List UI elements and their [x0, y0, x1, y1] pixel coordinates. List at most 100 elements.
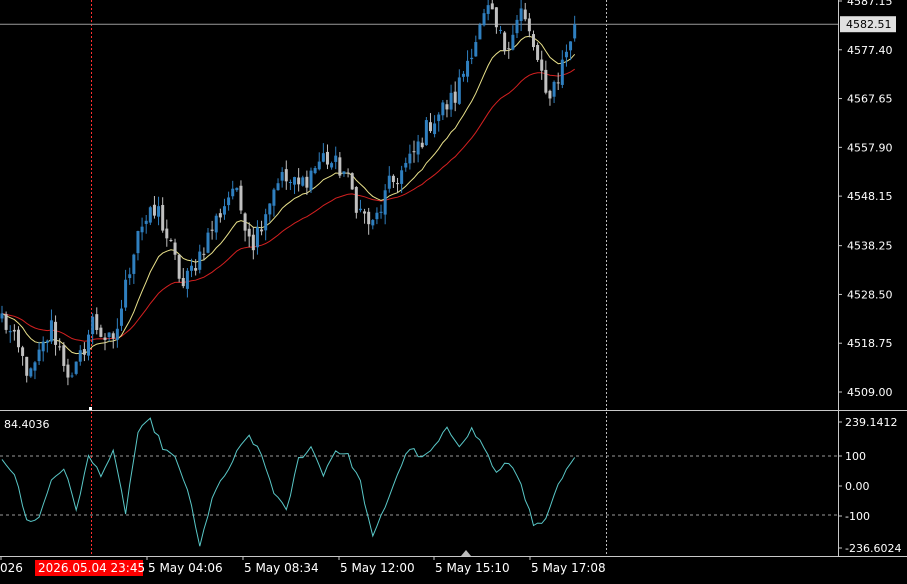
- candle-body: [416, 141, 420, 155]
- price-axis-label: 4548.15: [847, 190, 893, 203]
- candle-body: [445, 104, 449, 110]
- candle-body: [527, 18, 531, 32]
- candle-body: [400, 170, 404, 184]
- cci-axis-label: 100: [845, 450, 866, 463]
- candle-body: [247, 228, 251, 237]
- candle-body: [157, 206, 161, 217]
- candle-body: [49, 320, 53, 342]
- candle-body: [396, 183, 400, 185]
- candle-body: [107, 332, 111, 338]
- candle-body: [573, 24, 577, 39]
- candle-body: [375, 212, 379, 220]
- candle-body: [185, 270, 189, 289]
- cci-axis-label: -236.6024: [845, 542, 901, 555]
- candle-body: [103, 337, 107, 340]
- cci-axis-label: -100: [845, 510, 870, 523]
- time-axis-label: 5 May 17:08: [531, 561, 606, 575]
- candle-body: [569, 41, 573, 51]
- price-axis-label: 4518.75: [847, 337, 893, 350]
- candle-body: [152, 204, 156, 216]
- candle-body: [87, 334, 91, 356]
- candle-body: [387, 175, 391, 189]
- candle-body: [564, 51, 568, 58]
- candle-body: [214, 215, 218, 233]
- candle-body: [227, 197, 231, 206]
- candle-body: [124, 279, 128, 308]
- candle-body: [499, 29, 503, 31]
- candle-body: [161, 204, 165, 231]
- candle-body: [515, 19, 519, 34]
- candle-body: [346, 172, 350, 174]
- cci-axis-label: 0.00: [845, 480, 870, 493]
- price-axis-label: 4557.90: [847, 141, 893, 154]
- candle-body: [379, 211, 383, 213]
- candle-body: [536, 44, 540, 60]
- candle-body: [58, 346, 62, 348]
- candle-body: [486, 5, 490, 14]
- candle-body: [260, 229, 264, 232]
- candle-body: [507, 48, 511, 50]
- price-axis-label: 4538.25: [847, 240, 893, 253]
- price-axis-label: 4528.50: [847, 288, 893, 301]
- candle-body: [66, 364, 70, 378]
- candle-body: [317, 161, 321, 170]
- candle-body: [74, 361, 78, 374]
- fast-moving-average-line: [1, 35, 576, 355]
- candle-body: [338, 157, 342, 176]
- candle-body: [358, 208, 362, 211]
- candle-body: [144, 220, 148, 224]
- candle-body: [140, 226, 144, 233]
- candle-body: [78, 350, 82, 362]
- candle-body: [115, 328, 119, 340]
- candle-body: [552, 81, 556, 97]
- candle-body: [231, 188, 235, 197]
- candle-body: [251, 234, 255, 251]
- candle-body: [8, 331, 12, 333]
- candle-body: [12, 329, 16, 332]
- price-axis-label: 4577.40: [847, 44, 893, 57]
- price-axis-label: 4587.15: [847, 0, 893, 8]
- candle-body: [325, 151, 329, 165]
- current-price-label: 4582.51: [846, 18, 892, 31]
- candle-body: [54, 321, 58, 345]
- candle-body: [424, 120, 428, 146]
- candle-body: [461, 73, 465, 77]
- cursor-time-label: 2026.05.04 23:45: [38, 561, 145, 575]
- cci-axis-label: 239.1412: [845, 416, 898, 429]
- candle-body: [132, 254, 136, 274]
- cci-line: [1, 417, 576, 547]
- candle-body: [0, 313, 4, 319]
- candle-body: [305, 176, 309, 188]
- candle-body: [412, 151, 416, 153]
- candle-body: [428, 122, 432, 132]
- candle-body: [531, 34, 535, 48]
- candle-body: [198, 251, 202, 270]
- candle-body: [391, 175, 395, 183]
- scroll-shift-marker-icon[interactable]: [461, 550, 471, 556]
- candle-body: [420, 142, 424, 148]
- cursor-time-label-bg: [35, 560, 143, 576]
- candle-body: [202, 253, 206, 255]
- candle-body: [210, 229, 214, 231]
- candle-body: [297, 177, 301, 185]
- candle-body: [29, 368, 33, 377]
- candle-body: [45, 340, 49, 343]
- candle-body: [367, 211, 371, 225]
- candle-body: [181, 277, 185, 287]
- candle-body: [33, 362, 37, 371]
- slow-moving-average-line: [1, 68, 575, 342]
- candle-body: [383, 190, 387, 215]
- candle-body: [16, 329, 20, 348]
- candle-body: [255, 227, 259, 248]
- candle-body: [288, 182, 292, 184]
- candle-body: [95, 314, 99, 330]
- candle-body: [363, 211, 367, 214]
- candle-body: [165, 228, 169, 239]
- candle-body: [128, 274, 132, 279]
- candle-body: [474, 42, 478, 57]
- candle-body: [194, 268, 198, 271]
- candle-body: [449, 92, 453, 110]
- candle-body: [190, 265, 194, 271]
